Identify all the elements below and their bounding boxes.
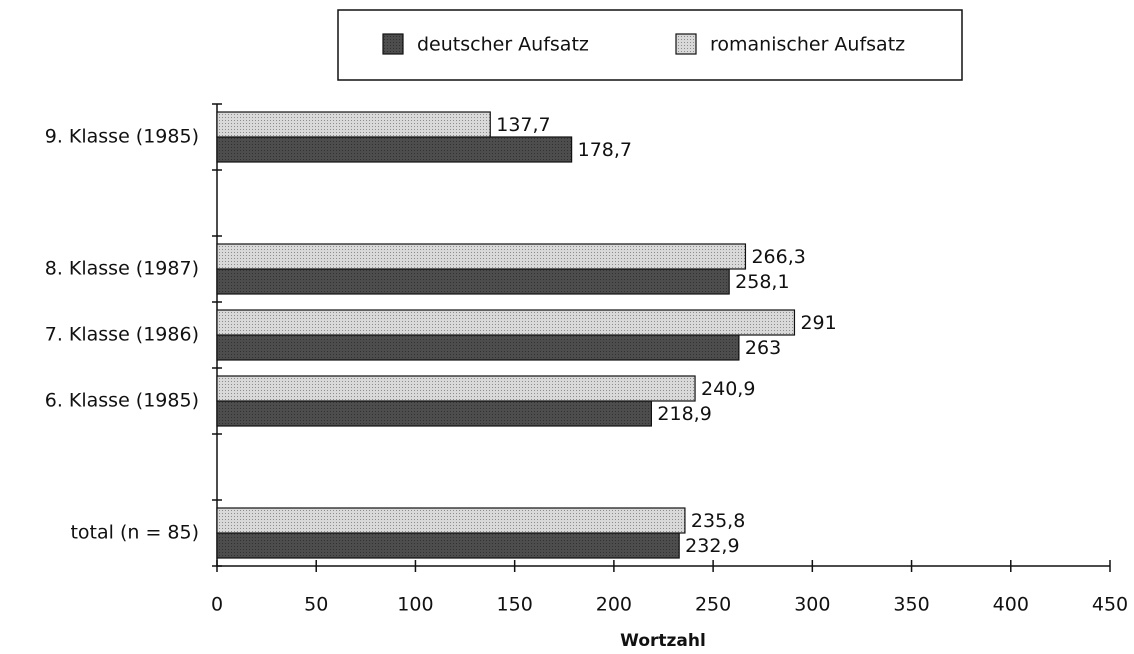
value-label: 232,9 <box>685 535 739 557</box>
bar <box>216 375 696 402</box>
x-tick-label: 350 <box>893 594 929 616</box>
x-tick-label: 0 <box>211 594 223 616</box>
y-tick-label: 9. Klasse (1985) <box>45 126 199 148</box>
bar <box>216 507 686 534</box>
x-tick-label: 50 <box>304 594 328 616</box>
y-tick-label: 7. Klasse (1986) <box>45 324 199 346</box>
value-label: 235,8 <box>691 510 745 532</box>
legend-label: romanischer Aufsatz <box>710 34 905 56</box>
x-axis-title: Wortzahl <box>620 631 706 651</box>
value-label: 218,9 <box>657 403 711 425</box>
y-tick-label: total (n = 85) <box>70 522 199 544</box>
y-tick-label: 6. Klasse (1985) <box>45 390 199 412</box>
x-tick-label: 150 <box>497 594 533 616</box>
legend-swatch-texture <box>383 34 403 54</box>
bar <box>216 111 491 138</box>
bar <box>216 309 796 336</box>
bar <box>216 268 730 295</box>
value-label: 263 <box>745 337 781 359</box>
x-tick-label: 200 <box>596 594 632 616</box>
value-label: 258,1 <box>735 271 789 293</box>
bar <box>216 400 652 427</box>
bar <box>216 136 573 163</box>
x-tick-label: 250 <box>695 594 731 616</box>
bar <box>216 243 747 270</box>
value-label: 240,9 <box>701 378 755 400</box>
value-label: 178,7 <box>578 139 632 161</box>
value-label: 137,7 <box>496 114 550 136</box>
legend-label: deutscher Aufsatz <box>417 34 589 56</box>
legend-swatch-texture <box>676 34 696 54</box>
y-tick-label: 8. Klasse (1987) <box>45 258 199 280</box>
bar <box>216 334 740 361</box>
x-tick-label: 100 <box>397 594 433 616</box>
x-tick-label: 300 <box>794 594 830 616</box>
x-tick-label: 450 <box>1092 594 1128 616</box>
bar <box>216 532 680 559</box>
legend-box <box>337 9 963 81</box>
value-label: 266,3 <box>751 246 805 268</box>
x-tick-label: 400 <box>993 594 1029 616</box>
value-label: 291 <box>800 312 836 334</box>
